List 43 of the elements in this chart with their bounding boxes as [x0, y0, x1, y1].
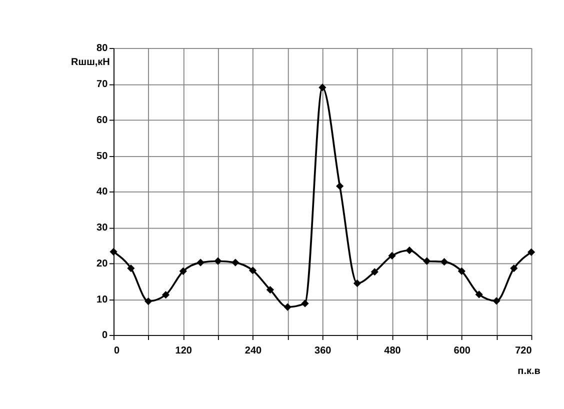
point: [336, 182, 344, 190]
point: [127, 264, 135, 272]
point: [370, 268, 378, 276]
point: [318, 84, 326, 92]
x-tick-label: 0: [114, 346, 120, 357]
x-axis-title: п.к.в: [518, 366, 540, 378]
point: [196, 258, 204, 266]
y-axis-title: Rшш,кН: [71, 57, 110, 68]
point: [301, 300, 309, 308]
point: [266, 286, 274, 294]
x-tick-label: 480: [384, 346, 402, 357]
point: [388, 252, 396, 260]
y-tick-label: 80: [96, 43, 108, 54]
y-tick-label: 70: [96, 79, 108, 90]
y-tick-label: 50: [96, 150, 108, 162]
point: [214, 257, 222, 265]
point: [110, 248, 118, 256]
y-tick-label: 10: [96, 294, 108, 306]
point: [179, 267, 187, 275]
point: [440, 258, 448, 266]
point: [248, 266, 257, 274]
point: [528, 248, 536, 256]
point: [162, 291, 170, 299]
point: [458, 267, 466, 275]
point: [510, 264, 518, 272]
y-tick-label: 60: [96, 114, 108, 126]
x-tick-label: 720: [515, 346, 532, 357]
x-tick-label: 240: [244, 346, 262, 357]
y-tick-label: 20: [96, 258, 108, 270]
x-tick-label: 600: [454, 346, 471, 357]
y-tick-label: 30: [96, 222, 108, 234]
y-tick-label: 0: [102, 330, 108, 342]
point: [284, 303, 292, 311]
x-tick-label: 120: [175, 346, 192, 357]
point: [406, 246, 414, 254]
point: [423, 257, 431, 265]
x-tick-label: 360: [314, 346, 332, 357]
point: [232, 258, 240, 266]
point: [475, 290, 483, 298]
point: [353, 280, 362, 288]
point: [144, 297, 152, 306]
point: [492, 297, 500, 305]
y-tick-label: 40: [96, 186, 108, 198]
